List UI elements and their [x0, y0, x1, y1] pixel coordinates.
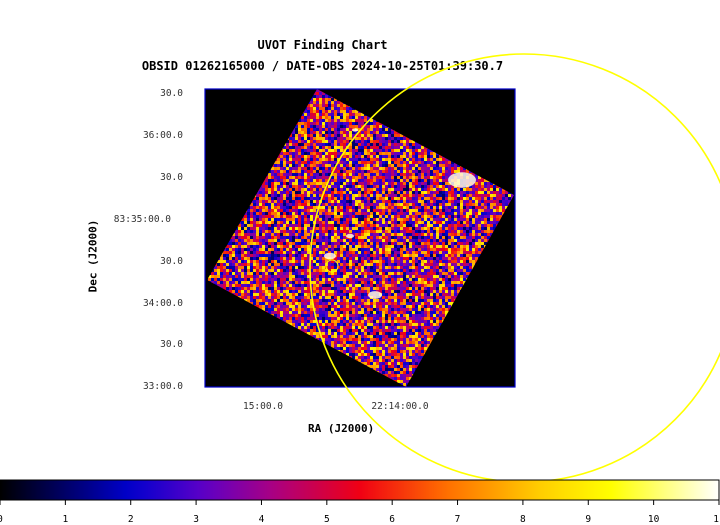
colorbar-tick-label: 9 [585, 514, 591, 525]
colorbar-tick-label: 0 [0, 514, 3, 525]
y-tick-label: 36:00.0 [143, 130, 183, 141]
y-tick-label: 30.0 [160, 339, 183, 350]
colorbar-tick-label: 5 [324, 514, 330, 525]
colorbar-gradient [0, 479, 720, 511]
colorbar-tick-label: 6 [389, 514, 395, 525]
colorbar-tick-label: 11 [713, 514, 720, 525]
colorbar-tick-label: 10 [648, 514, 659, 525]
y-tick-label: 30.0 [160, 256, 183, 267]
bright-source [352, 128, 358, 131]
y-tick-label: 30.0 [160, 172, 183, 183]
colorbar-tick-label: 7 [455, 514, 461, 525]
y-tick-label: 34:00.0 [143, 298, 183, 309]
y-axis-title: Dec (J2000) [87, 220, 100, 293]
colorbar: 01234567891011 [0, 479, 720, 521]
bright-source [368, 291, 382, 299]
colorbar-tick-label: 1 [62, 514, 68, 525]
colorbar-tick-label: 4 [259, 514, 265, 525]
y-tick-label: 83:35:00.0 [114, 214, 171, 225]
bright-source [448, 172, 476, 187]
bright-source [346, 234, 354, 238]
x-tick-label: 22:14:00.0 [371, 401, 428, 412]
colorbar-tick-label: 8 [520, 514, 526, 525]
x-tick-label: 15:00.0 [243, 401, 283, 412]
bright-source [324, 253, 336, 260]
colorbar-tick-label: 3 [193, 514, 199, 525]
y-tick-label: 30.0 [160, 88, 183, 99]
colorbar-bar [0, 480, 719, 500]
x-axis-title: RA (J2000) [308, 422, 374, 435]
y-tick-label: 33:00.0 [143, 381, 183, 392]
colorbar-tick-label: 2 [128, 514, 134, 525]
